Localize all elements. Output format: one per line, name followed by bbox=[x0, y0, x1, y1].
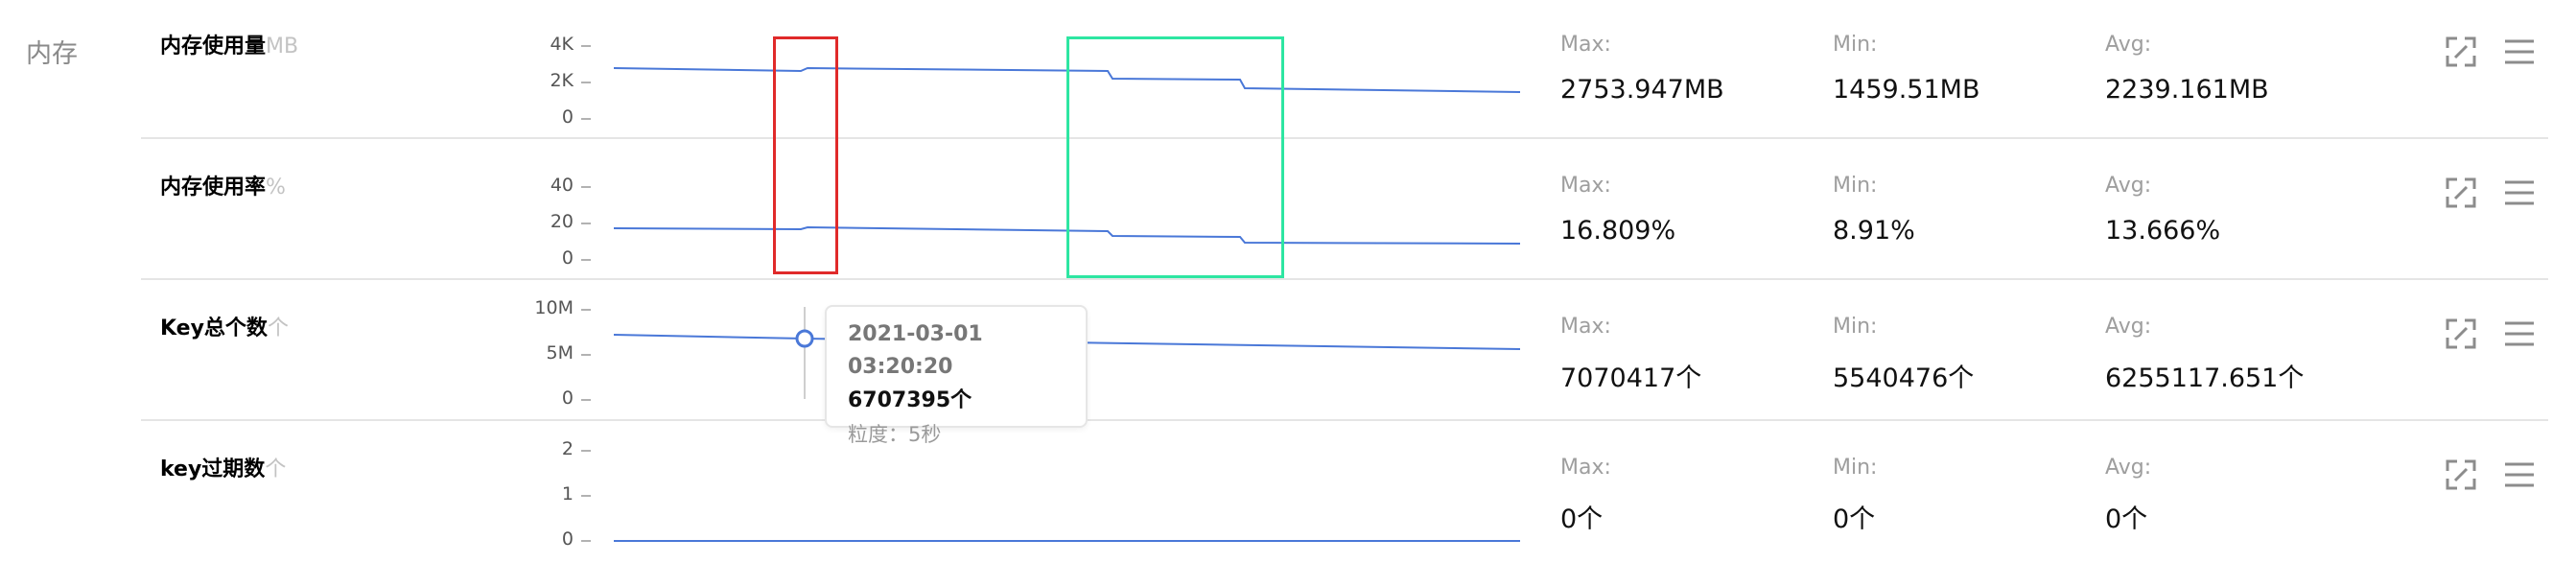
series-line bbox=[613, 66, 1521, 93]
expand-icon[interactable] bbox=[2446, 36, 2476, 67]
row-divider bbox=[141, 419, 2548, 421]
row-divider bbox=[141, 137, 2548, 139]
section-label-memory: 内存 bbox=[26, 39, 78, 69]
min-label: Min: bbox=[1833, 174, 1878, 198]
metric-title: key过期数个 bbox=[160, 457, 287, 481]
y-tick-label: 0 bbox=[561, 528, 574, 550]
y-tick-label: 5M bbox=[546, 342, 574, 364]
metric-title: 内存使用量MB bbox=[160, 35, 299, 59]
chart-tooltip: 2021-03-01 03:20:20 6707395个 粒度：5秒 bbox=[825, 305, 1088, 446]
y-tick-label: 2K bbox=[550, 70, 574, 91]
tooltip-value: 6707395个 bbox=[848, 388, 972, 412]
avg-label: Avg: bbox=[2105, 456, 2152, 480]
min-label: Min: bbox=[1833, 456, 1878, 480]
avg-value: 2239.161MB bbox=[2105, 75, 2269, 105]
y-tick-label: 10M bbox=[534, 297, 574, 318]
menu-icon[interactable] bbox=[2505, 461, 2534, 488]
avg-label: Avg: bbox=[2105, 33, 2152, 57]
min-label: Min: bbox=[1833, 33, 1878, 57]
min-value: 5540476个 bbox=[1833, 364, 1975, 393]
expand-icon[interactable] bbox=[2446, 177, 2476, 208]
avg-value: 0个 bbox=[2105, 504, 2148, 534]
metric-unit: % bbox=[266, 176, 286, 199]
y-tick-label: 0 bbox=[561, 106, 574, 128]
metric-unit: 个 bbox=[265, 457, 287, 481]
green-highlight-box bbox=[1066, 36, 1284, 278]
metric-unit: 个 bbox=[267, 317, 289, 340]
max-label: Max: bbox=[1560, 315, 1611, 339]
metric-row-memory-rate: 内存使用率% 40 20 0 Max: 16.809% Min: 8.91% A… bbox=[0, 141, 2576, 281]
key-expired-chart[interactable] bbox=[0, 423, 2576, 547]
max-label: Max: bbox=[1560, 456, 1611, 480]
metric-row-key-total: Key总个数个 10M 5M 0 Max: 7070417个 Min: 5540… bbox=[0, 282, 2576, 422]
hover-point[interactable] bbox=[795, 329, 814, 348]
series-line bbox=[613, 225, 1521, 245]
y-tick-label: 0 bbox=[561, 247, 574, 269]
max-value: 16.809% bbox=[1560, 216, 1676, 246]
metric-row-memory-usage: 内存使用量MB 4K 2K 0 Max: 2753.947MB Min: 145… bbox=[0, 0, 2576, 140]
y-tick-label: 0 bbox=[561, 387, 574, 409]
max-value: 7070417个 bbox=[1560, 364, 1702, 393]
menu-icon[interactable] bbox=[2505, 320, 2534, 347]
metric-row-key-expired: key过期数个 2 1 0 Max: 0个 Min: 0个 Avg: 0个 bbox=[0, 423, 2576, 563]
max-value: 2753.947MB bbox=[1560, 75, 1724, 105]
avg-value: 13.666% bbox=[2105, 216, 2221, 246]
y-tick-label: 2 bbox=[561, 438, 574, 459]
y-tick-label: 4K bbox=[550, 34, 574, 55]
y-tick-label: 20 bbox=[550, 211, 574, 232]
row-divider bbox=[141, 278, 2548, 280]
tooltip-time: 2021-03-01 03:20:20 bbox=[848, 322, 983, 379]
metric-unit: MB bbox=[266, 35, 299, 59]
max-label: Max: bbox=[1560, 174, 1611, 198]
expand-icon[interactable] bbox=[2446, 459, 2476, 490]
avg-label: Avg: bbox=[2105, 315, 2152, 339]
min-value: 1459.51MB bbox=[1833, 75, 1980, 105]
menu-icon[interactable] bbox=[2505, 179, 2534, 206]
y-tick-label: 1 bbox=[561, 483, 574, 504]
min-value: 8.91% bbox=[1833, 216, 1915, 246]
avg-value: 6255117.651个 bbox=[2105, 364, 2305, 393]
memory-rate-chart[interactable] bbox=[0, 141, 2576, 281]
metric-title: 内存使用率% bbox=[160, 176, 286, 199]
memory-usage-chart[interactable] bbox=[0, 0, 2576, 140]
key-total-chart[interactable] bbox=[0, 282, 2576, 422]
min-value: 0个 bbox=[1833, 504, 1876, 534]
y-tick-label: 40 bbox=[550, 175, 574, 196]
red-highlight-box bbox=[773, 36, 838, 274]
metric-title: Key总个数个 bbox=[160, 317, 289, 340]
menu-icon[interactable] bbox=[2505, 38, 2534, 65]
tooltip-granularity: 粒度：5秒 bbox=[848, 423, 942, 446]
avg-label: Avg: bbox=[2105, 174, 2152, 198]
max-label: Max: bbox=[1560, 33, 1611, 57]
expand-icon[interactable] bbox=[2446, 318, 2476, 349]
max-value: 0个 bbox=[1560, 504, 1604, 534]
min-label: Min: bbox=[1833, 315, 1878, 339]
